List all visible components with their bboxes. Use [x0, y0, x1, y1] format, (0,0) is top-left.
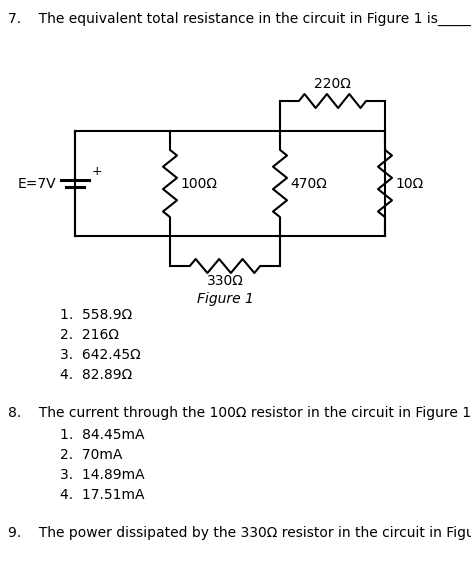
- Text: 9.    The power dissipated by the 330Ω resistor in the circuit in Figure 1 is__: 9. The power dissipated by the 330Ω resi…: [8, 526, 471, 540]
- Text: 100Ω: 100Ω: [180, 177, 217, 191]
- Text: 4.  17.51mA: 4. 17.51mA: [60, 488, 145, 502]
- Text: 2.  216Ω: 2. 216Ω: [60, 328, 119, 342]
- Text: 8.    The current through the 100Ω resistor in the circuit in Figure 1 is______: 8. The current through the 100Ω resistor…: [8, 406, 471, 420]
- Text: Figure 1: Figure 1: [196, 292, 253, 306]
- Text: 470Ω: 470Ω: [290, 177, 327, 191]
- Text: 3.  642.45Ω: 3. 642.45Ω: [60, 348, 141, 362]
- Text: 1.  84.45mA: 1. 84.45mA: [60, 428, 145, 442]
- Text: 220Ω: 220Ω: [314, 77, 351, 91]
- Text: 7.    The equivalent total resistance in the circuit in Figure 1 is__________.: 7. The equivalent total resistance in th…: [8, 12, 471, 26]
- Text: 330Ω: 330Ω: [207, 274, 244, 288]
- Text: 3.  14.89mA: 3. 14.89mA: [60, 468, 145, 482]
- Text: +: +: [92, 165, 103, 178]
- Text: 4.  82.89Ω: 4. 82.89Ω: [60, 368, 132, 382]
- Text: 1.  558.9Ω: 1. 558.9Ω: [60, 308, 132, 322]
- Text: E=7V: E=7V: [17, 177, 56, 191]
- Text: 10Ω: 10Ω: [395, 177, 423, 191]
- Text: 2.  70mA: 2. 70mA: [60, 448, 122, 462]
